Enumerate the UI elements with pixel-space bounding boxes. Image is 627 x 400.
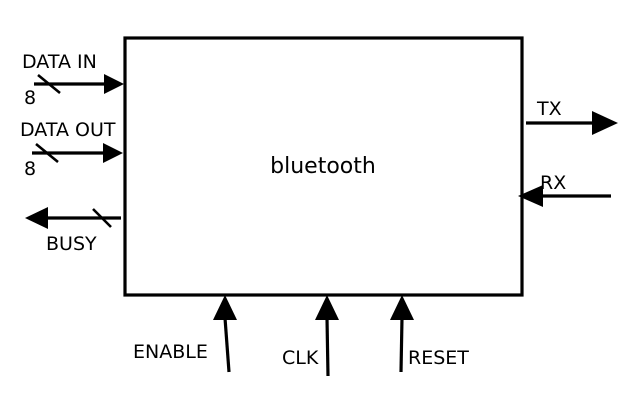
tx-label: TX [536,98,562,120]
busy-label: BUSY [46,233,97,255]
block-title: bluetooth [270,154,376,179]
reset-line [399,317,404,373]
clk-line [325,317,330,377]
enable-line [223,317,231,373]
clk-arrow-icon [315,295,339,320]
data-out-bus-slash [35,142,59,164]
reset-label: RESET [408,347,469,369]
busy-slash [92,208,112,228]
reset-signal: RESET [390,295,469,373]
data-in-label: DATA IN [22,51,97,73]
data-out-arrow-icon [103,143,123,163]
enable-signal: ENABLE [133,295,237,373]
rx-arrow-icon [518,185,543,207]
rx-signal: RX [518,172,611,207]
clk-signal: CLK [282,295,339,377]
data-out-width: 8 [24,158,36,180]
busy-signal: BUSY [25,207,121,255]
data-in-width: 8 [24,87,36,109]
tx-signal: TX [526,98,618,135]
enable-arrow-icon [213,295,237,320]
rx-label: RX [540,172,566,194]
data-in-signal: DATA IN 8 [22,51,124,109]
bluetooth-block [123,36,524,297]
enable-label: ENABLE [133,341,208,363]
data-in-arrow-icon [104,74,124,94]
busy-arrow-icon [25,207,48,229]
reset-arrow-icon [390,295,414,320]
data-out-signal: DATA OUT 8 [20,119,123,180]
data-in-bus-slash [37,73,61,95]
data-out-label: DATA OUT [20,119,116,141]
tx-arrow-icon [592,111,618,135]
clk-label: CLK [282,347,319,369]
